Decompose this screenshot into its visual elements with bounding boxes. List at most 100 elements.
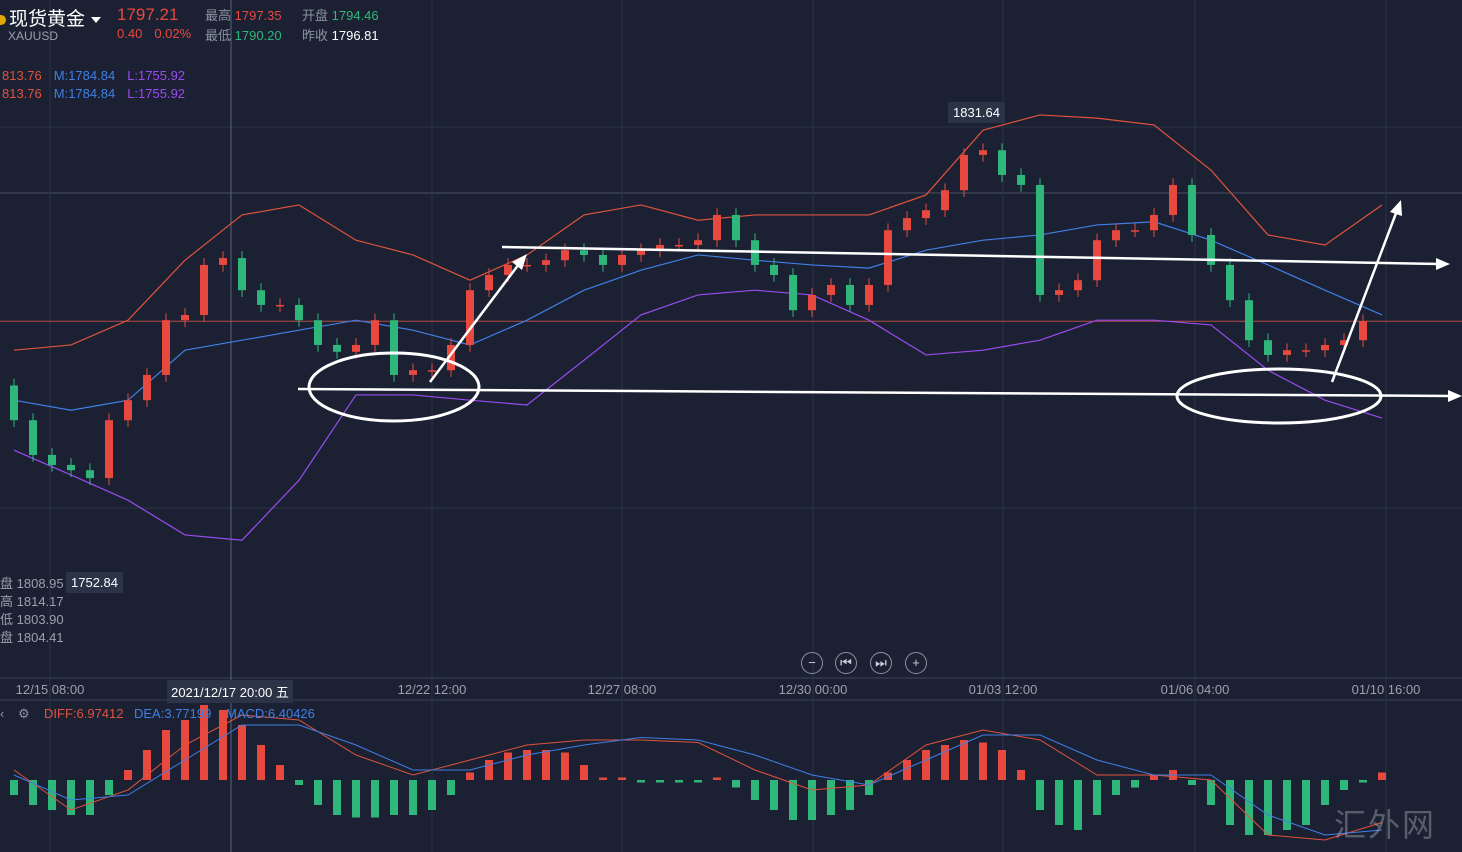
macd-bar bbox=[1226, 780, 1234, 825]
value: 1796.81 bbox=[331, 28, 379, 43]
skip-back-icon: ⏮ bbox=[840, 655, 852, 670]
macd-bar bbox=[1321, 780, 1329, 805]
label: 昨收 bbox=[302, 28, 329, 43]
macd-bar bbox=[1264, 780, 1272, 835]
value: 1803.90 bbox=[16, 612, 64, 627]
macd-dea-line bbox=[13, 724, 1383, 836]
macd-bar bbox=[485, 760, 493, 780]
crosshair-open: 盘 1808.95 bbox=[0, 573, 64, 592]
macd-diff-label: DIFF:6.97412 bbox=[44, 706, 124, 721]
macd-bar bbox=[1036, 780, 1044, 810]
candle bbox=[713, 208, 721, 248]
candle-body bbox=[656, 244, 664, 251]
candle bbox=[48, 448, 56, 472]
macd-bar bbox=[504, 752, 512, 780]
candle-body bbox=[390, 320, 398, 375]
candle-body bbox=[523, 264, 531, 267]
instrument-name[interactable]: 现货黄金 bbox=[0, 4, 102, 31]
settings-icon[interactable]: ⚙ bbox=[18, 706, 30, 721]
macd-bar bbox=[1340, 780, 1348, 790]
candle-body bbox=[884, 230, 892, 285]
candle-body bbox=[1302, 350, 1310, 352]
candle-body bbox=[618, 254, 626, 265]
macd-bar bbox=[732, 780, 740, 788]
label: 最低 bbox=[205, 28, 232, 43]
candle-body bbox=[447, 344, 455, 371]
value: 1808.95 bbox=[16, 576, 64, 591]
candle bbox=[10, 378, 18, 428]
candle-body bbox=[732, 214, 740, 241]
macd-bar bbox=[10, 780, 18, 795]
boll-mid: M:1784.84 bbox=[53, 68, 116, 83]
candle-body bbox=[1112, 230, 1120, 241]
candle-body bbox=[181, 314, 189, 321]
macd-bar bbox=[770, 780, 778, 810]
candle bbox=[884, 223, 892, 292]
boll-legend-row: 813.76 M:1784.84 L:1755.92 bbox=[2, 68, 197, 83]
candle-body bbox=[1093, 240, 1101, 281]
candle bbox=[1302, 343, 1310, 358]
collapse-icon[interactable]: ‹ bbox=[0, 706, 5, 721]
candle bbox=[314, 313, 322, 352]
candle bbox=[1283, 343, 1291, 362]
x-tick: 01/06 04:00 bbox=[1160, 682, 1230, 697]
arrowhead-icon bbox=[1390, 200, 1402, 216]
macd-bar bbox=[941, 745, 949, 780]
candle-body bbox=[219, 258, 227, 265]
step-back-button[interactable]: ⏮ bbox=[835, 652, 857, 674]
candle-body bbox=[371, 320, 379, 345]
candle-body bbox=[48, 454, 56, 465]
zoom-in-button[interactable]: + bbox=[905, 652, 927, 674]
macd-bar bbox=[618, 777, 626, 780]
macd-bar bbox=[694, 780, 702, 783]
candle bbox=[390, 313, 398, 382]
candle bbox=[599, 248, 607, 272]
candle bbox=[732, 208, 740, 248]
candle-body bbox=[675, 244, 683, 247]
candle-body bbox=[143, 374, 151, 401]
macd-bar bbox=[1245, 780, 1253, 835]
support-ellipse-left bbox=[307, 351, 481, 423]
candle bbox=[1150, 208, 1158, 238]
candle bbox=[789, 268, 797, 318]
boll-upper: 813.76 bbox=[2, 86, 42, 101]
step-forward-button[interactable]: ⏭ bbox=[870, 652, 892, 674]
candle bbox=[1207, 228, 1215, 272]
candle-body bbox=[1150, 214, 1158, 231]
macd-bar bbox=[371, 780, 379, 818]
candle bbox=[162, 313, 170, 382]
macd-bar bbox=[162, 730, 170, 780]
candle-body bbox=[979, 150, 987, 155]
candle bbox=[941, 183, 949, 218]
candle-body bbox=[1055, 290, 1063, 295]
gold-icon bbox=[0, 15, 6, 25]
candle bbox=[257, 283, 265, 312]
chevron-down-icon[interactable] bbox=[91, 16, 102, 23]
stat-high: 最高 1797.35 bbox=[205, 5, 282, 24]
min-price-tag: 1752.84 bbox=[66, 572, 123, 593]
candle bbox=[903, 211, 911, 238]
drawn-annotations bbox=[297, 200, 1462, 425]
value: 1797.35 bbox=[234, 8, 282, 23]
candle-body bbox=[1017, 174, 1025, 185]
macd-bar bbox=[580, 765, 588, 780]
candle-body bbox=[542, 260, 550, 265]
candle bbox=[105, 413, 113, 485]
candle-body bbox=[295, 304, 303, 321]
zoom-out-button[interactable]: − bbox=[801, 652, 823, 674]
macd-bar bbox=[1131, 780, 1139, 788]
candle bbox=[409, 363, 417, 382]
macd-bar bbox=[1207, 780, 1215, 805]
candle bbox=[428, 363, 436, 378]
candle-body bbox=[238, 258, 246, 291]
macd-bar bbox=[1017, 770, 1025, 780]
macd-bar bbox=[903, 760, 911, 780]
macd-bar bbox=[1074, 780, 1082, 830]
macd-bar bbox=[428, 780, 436, 810]
arrowhead-icon bbox=[1436, 258, 1450, 270]
x-tick: 12/30 00:00 bbox=[778, 682, 848, 697]
macd-bar bbox=[979, 742, 987, 780]
candle bbox=[523, 258, 531, 272]
label: 盘 bbox=[0, 630, 14, 645]
